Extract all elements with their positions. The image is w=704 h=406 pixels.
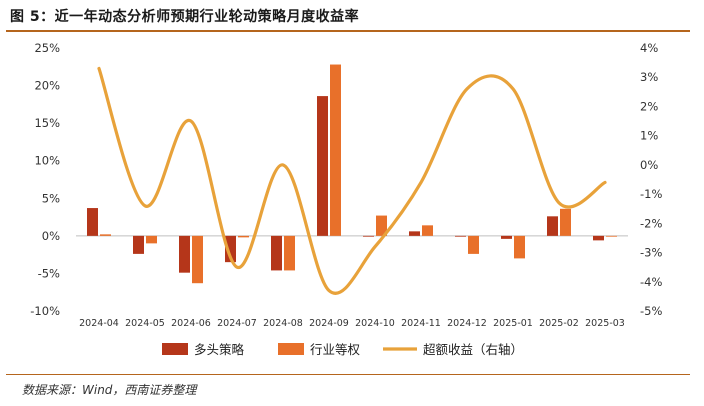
y-right-tick-label: 1% xyxy=(640,129,658,143)
legend-industry-swatch xyxy=(278,343,304,355)
x-tick-label: 2025-02 xyxy=(539,318,579,329)
x-tick-label: 2024-07 xyxy=(217,318,257,329)
x-tick-label: 2025-01 xyxy=(493,318,533,329)
y-left-tick-label: 0% xyxy=(42,229,60,243)
y-right-tick-label: 0% xyxy=(640,158,658,172)
bar-strategy xyxy=(363,235,374,237)
x-tick-label: 2025-03 xyxy=(585,318,625,329)
bar-strategy xyxy=(593,235,604,241)
bar-strategy xyxy=(455,235,466,237)
bar-strategy xyxy=(501,235,512,239)
y-left-tick-label: 10% xyxy=(34,154,60,168)
bar-strategy xyxy=(179,235,190,273)
bar-strategy xyxy=(409,231,420,236)
bar-industry xyxy=(330,64,341,236)
y-right-tick-label: -2% xyxy=(640,216,662,230)
x-tick-label: 2024-12 xyxy=(447,318,487,329)
y-left-tick-label: 15% xyxy=(34,116,60,130)
bar-industry xyxy=(100,234,111,236)
bar-industry xyxy=(192,235,203,284)
excess-return-line xyxy=(97,66,607,295)
y-right-tick-label: 3% xyxy=(640,70,658,84)
source-note: 数据来源：Wind，西南证券整理 xyxy=(22,383,197,397)
y-left-tick-label: 25% xyxy=(34,41,60,55)
chart-title: 图 5：近一年动态分析师预期行业轮动策略月度收益率 xyxy=(10,9,360,25)
x-tick-label: 2024-10 xyxy=(355,318,395,329)
x-tick-label: 2024-04 xyxy=(79,318,119,329)
y-left-tick-label: -10% xyxy=(30,304,60,318)
bar-strategy xyxy=(317,96,328,236)
bar-industry xyxy=(606,235,617,237)
y-right-tick-label: -1% xyxy=(640,187,662,201)
y-right-tick-label: 4% xyxy=(640,41,658,55)
bar-strategy xyxy=(133,235,144,254)
y-left-tick-label: 5% xyxy=(42,191,60,205)
x-tick-label: 2024-11 xyxy=(401,318,441,329)
x-tick-label: 2024-05 xyxy=(125,318,165,329)
legend-industry-label: 行业等权 xyxy=(310,342,361,357)
bar-strategy xyxy=(547,216,558,236)
bar-industry xyxy=(422,225,433,236)
chart-area: 25% 20% 15% 10% 5% 0% -5% -10% 4% 3% 2% 1% 0% -1% -2% -… xyxy=(30,41,662,357)
y-right-tick-label: 2% xyxy=(640,99,658,113)
y-left-tick-label: -5% xyxy=(38,266,60,280)
title-divider xyxy=(6,30,690,32)
bar-strategy xyxy=(271,235,282,271)
bar-industry xyxy=(560,208,571,236)
bar-industry xyxy=(376,215,387,236)
legend-strategy-swatch xyxy=(162,343,188,355)
y-right-tick-label: -5% xyxy=(640,304,662,318)
bar-strategy xyxy=(87,208,98,236)
y-left-tick-label: 20% xyxy=(34,79,60,93)
bar-strategy xyxy=(225,235,236,263)
bar-industry xyxy=(146,235,157,244)
excess-line-layer xyxy=(97,66,607,295)
axes: 25% 20% 15% 10% 5% 0% -5% -10% 4% 3% 2% 1% 0% -1% -2% -… xyxy=(30,41,662,329)
bar-industry xyxy=(238,235,249,238)
legend-excess-label: 超额收益（右轴） xyxy=(423,342,523,357)
legend-strategy-label: 多头策略 xyxy=(194,342,245,357)
bars xyxy=(87,64,617,284)
x-tick-label: 2024-09 xyxy=(309,318,349,329)
x-tick-label: 2024-08 xyxy=(263,318,303,329)
legend: 多头策略 行业等权 超额收益（右轴） xyxy=(162,342,523,357)
x-tick-label: 2024-06 xyxy=(171,318,211,329)
footer-divider xyxy=(6,374,690,375)
bar-industry xyxy=(514,235,525,259)
y-right-tick-label: -3% xyxy=(640,246,662,260)
y-right-tick-label: -4% xyxy=(640,275,662,289)
bar-industry xyxy=(468,235,479,254)
bar-industry xyxy=(284,235,295,271)
